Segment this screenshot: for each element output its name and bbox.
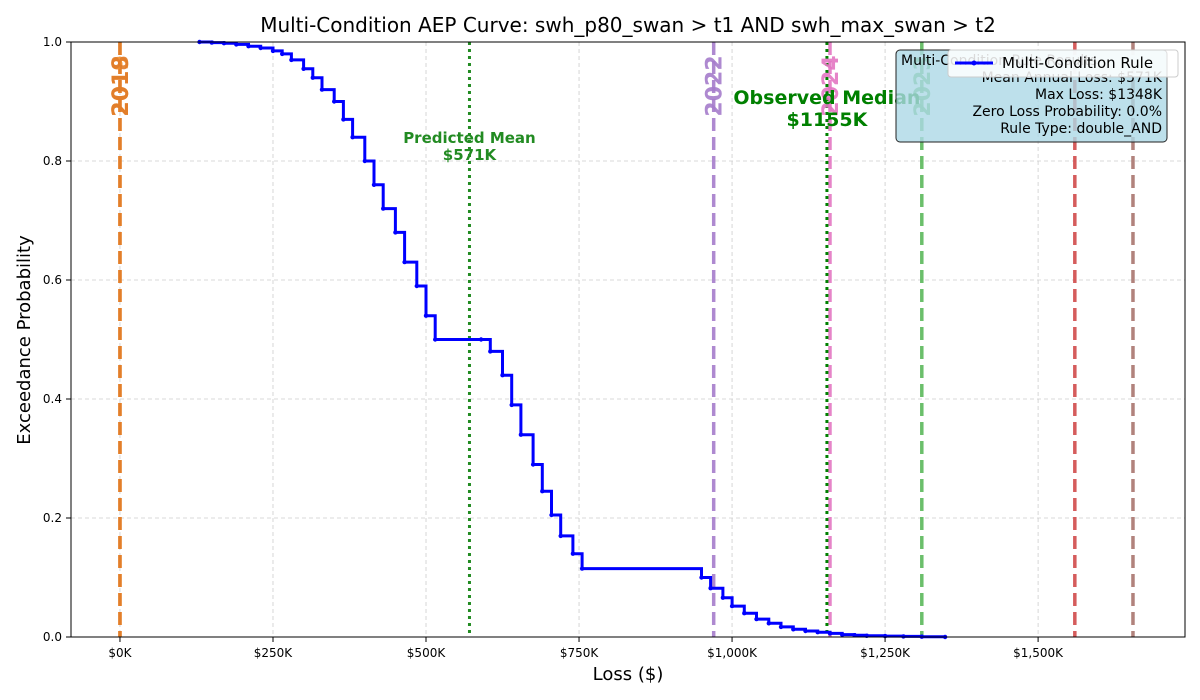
x-tick-label: $0K xyxy=(108,646,132,660)
aep-point xyxy=(258,45,263,51)
aep-point xyxy=(270,48,276,54)
aep-point xyxy=(754,616,759,622)
aep-point xyxy=(209,40,214,45)
legend: Multi-Condition Rule xyxy=(947,49,1179,78)
aep-point xyxy=(791,627,796,632)
year-lines xyxy=(118,42,1135,637)
reference-lines xyxy=(467,42,829,637)
reference-label: Predicted Mean xyxy=(403,129,536,147)
info-box-line: Max Loss: $1348K xyxy=(1035,87,1163,103)
y-tick-label: 0.0 xyxy=(43,630,62,644)
aep-point xyxy=(720,595,726,600)
aep-point xyxy=(742,611,747,616)
x-axis-ticks: $0K $250K $500K $750K $1,000K $1,250K $1,500K xyxy=(108,637,1064,660)
year-label: 2019 xyxy=(109,55,134,116)
aep-point xyxy=(570,551,576,556)
aep-point xyxy=(540,489,545,494)
aep-point xyxy=(402,259,407,265)
aep-point xyxy=(393,230,398,235)
chart-title: Multi-Condition AEP Curve: swh_p80_swan … xyxy=(260,13,996,37)
aep-point xyxy=(778,624,784,630)
aep-point xyxy=(699,575,704,580)
year-label: 2024 xyxy=(819,55,844,116)
aep-point xyxy=(766,621,771,626)
aep-point xyxy=(301,66,306,72)
y-tick-label: 0.4 xyxy=(43,392,62,406)
aep-point xyxy=(840,632,845,637)
x-tick-label: $750K xyxy=(560,646,600,660)
aep-point xyxy=(852,633,857,638)
aep-point xyxy=(803,628,808,634)
aep-point xyxy=(708,586,713,591)
aep-point xyxy=(289,57,294,63)
reference-value: $571K xyxy=(443,146,498,164)
aep-point xyxy=(518,432,524,437)
aep-point xyxy=(509,402,514,408)
aep-point xyxy=(433,337,438,342)
aep-point xyxy=(423,313,429,318)
aep-point xyxy=(549,512,554,518)
year-label: 2022 xyxy=(703,55,728,116)
y-tick-label: 0.6 xyxy=(43,273,62,287)
aep-point xyxy=(280,51,285,57)
aep-point xyxy=(500,373,505,378)
aep-point xyxy=(371,182,377,187)
aep-point xyxy=(362,158,367,164)
aep-point xyxy=(350,135,355,140)
reference-value: $1155K xyxy=(787,109,869,131)
y-tick-label: 0.8 xyxy=(43,154,62,168)
y-tick-label: 0.2 xyxy=(43,511,62,525)
x-tick-label: $1,250K xyxy=(860,646,911,660)
aep-point xyxy=(579,566,585,571)
aep-point xyxy=(729,603,735,609)
aep-point xyxy=(530,462,536,467)
y-tick-label: 1.0 xyxy=(43,35,62,49)
aep-point xyxy=(319,87,325,92)
aep-point xyxy=(558,533,563,539)
aep-point xyxy=(234,42,239,47)
y-axis-label: Exceedance Probability xyxy=(14,235,35,445)
aep-point xyxy=(414,283,419,289)
x-tick-label: $1,000K xyxy=(707,646,758,660)
aep-point xyxy=(478,337,484,342)
aep-point xyxy=(488,349,493,354)
aep-point xyxy=(901,634,906,639)
legend-background xyxy=(947,49,1179,78)
info-box-line: Zero Loss Probability: 0.0% xyxy=(972,104,1162,120)
plot-area: 20192018202220242023 Predicted Mean$571K… xyxy=(70,39,1186,640)
aep-point xyxy=(827,631,833,636)
x-tick-label: $1,500K xyxy=(1013,646,1064,660)
aep-point xyxy=(815,630,820,635)
plot-frame xyxy=(70,41,1186,638)
aep-step-line xyxy=(199,40,947,639)
year-label: 2018 xyxy=(109,55,134,116)
reference-labels: Predicted Mean$571K Observed Median$1155K xyxy=(403,87,920,164)
info-box-line: Rule Type: double_AND xyxy=(1000,121,1162,137)
legend-marker xyxy=(971,60,977,66)
aep-point xyxy=(310,75,315,80)
y-axis-ticks: 0.0 0.2 0.4 0.6 0.8 1.0 xyxy=(43,35,71,644)
aep-point xyxy=(341,117,346,122)
aep-point xyxy=(332,99,337,104)
legend-label: Multi-Condition Rule xyxy=(1002,54,1153,72)
aep-point xyxy=(246,44,251,49)
reference-label: Observed Median xyxy=(733,87,920,109)
x-axis-label: Loss ($) xyxy=(593,664,664,685)
x-tick-label: $500K xyxy=(407,646,447,660)
x-tick-label: $250K xyxy=(254,646,294,660)
aep-point xyxy=(381,206,386,211)
